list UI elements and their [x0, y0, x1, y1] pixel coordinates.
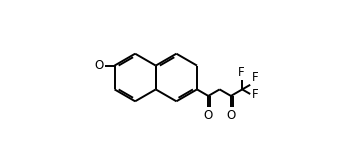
Text: O: O: [226, 109, 236, 122]
Text: F: F: [252, 71, 258, 84]
Text: O: O: [204, 109, 213, 122]
Text: F: F: [252, 88, 258, 101]
Text: O: O: [94, 59, 103, 72]
Text: F: F: [238, 66, 245, 79]
